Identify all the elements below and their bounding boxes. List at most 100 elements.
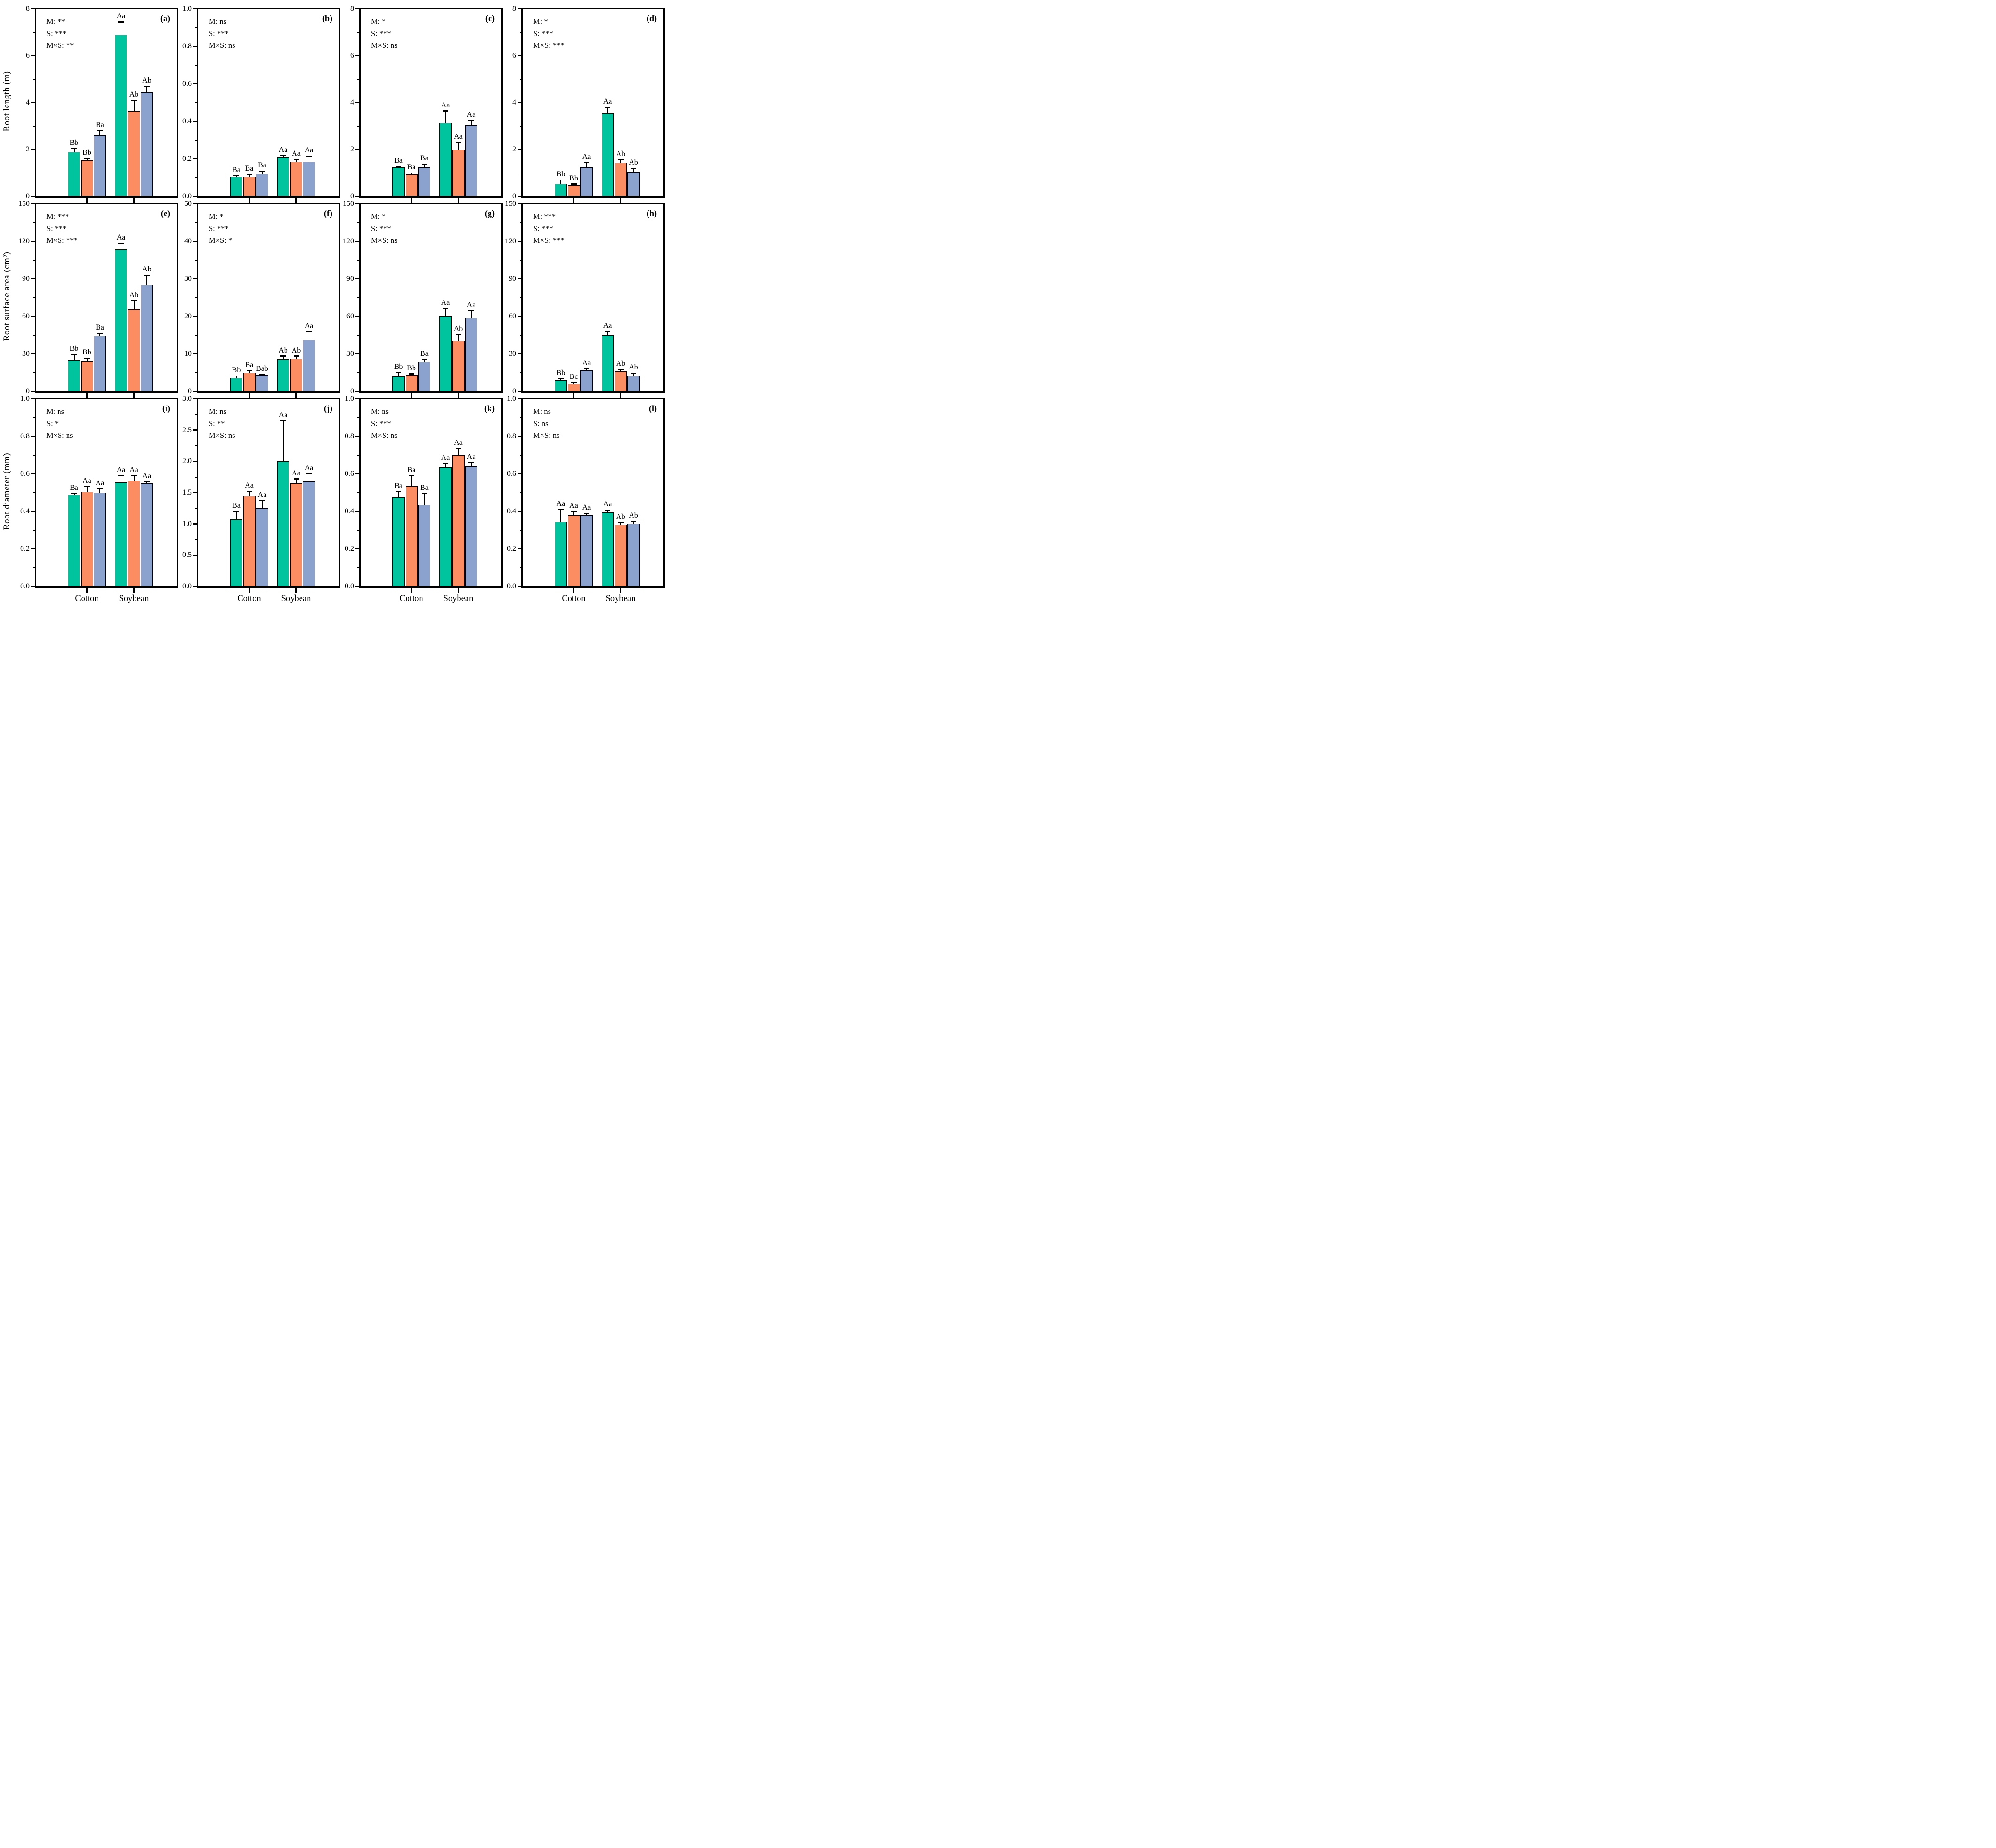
y-minor-tick: [520, 455, 521, 456]
figure-row: Root surface area (cm²) 0 30 60 90 120 150 Bb Bb…: [2, 200, 673, 398]
significance-letter: Bab: [256, 364, 268, 373]
x-group-tick: [133, 588, 135, 593]
y-minor-tick: [357, 455, 359, 456]
significance-letter: Aa: [292, 469, 301, 477]
error-bar-cap: [71, 353, 77, 355]
x-category-label: Cotton: [562, 594, 586, 603]
anova-stats-line: M×S: ns: [533, 431, 560, 440]
y-minor-tick: [520, 126, 521, 127]
y-minor-tick: [33, 126, 35, 127]
bar-cotton-0: [230, 177, 242, 196]
y-major-tick: [193, 240, 197, 242]
error-bar-stem: [146, 275, 147, 285]
panel-f: 0 10 20 30 40 50 Bb Ba Bab Ab Ab Aa M: * S: *** M×S: *…: [178, 200, 340, 398]
error-bar-stem: [99, 333, 100, 336]
error-bar-stem: [283, 421, 284, 462]
significance-letter: Bc: [569, 373, 578, 381]
y-axis-gutter: [178, 8, 197, 198]
y-tick-label: 30: [22, 350, 30, 358]
panel-letter: (k): [484, 404, 495, 413]
y-tick-label: 0.4: [507, 507, 516, 515]
y-tick-label: 0.6: [507, 470, 516, 478]
error-bar-cap: [443, 463, 448, 464]
y-major-tick: [355, 436, 359, 437]
error-bar-stem: [133, 100, 135, 111]
panel-letter: (i): [162, 404, 170, 413]
significance-letter: Aa: [454, 133, 463, 141]
bar-cotton-1: [81, 492, 93, 586]
y-major-tick: [193, 398, 197, 400]
error-bar-stem: [560, 180, 561, 184]
y-minor-tick: [33, 455, 35, 456]
y-major-tick: [193, 120, 197, 122]
y-major-tick: [193, 8, 197, 10]
y-tick-label: 6: [26, 52, 30, 60]
bar-cotton-2: [418, 362, 430, 391]
anova-stats-line: M×S: ns: [209, 41, 235, 50]
x-group-tick: [86, 588, 88, 593]
anova-stats-line: S: ***: [371, 29, 391, 38]
significance-letter: Ba: [394, 157, 403, 165]
y-tick-label: 0.8: [507, 432, 516, 440]
bar-cotton-2: [94, 336, 106, 391]
significance-letter: Aa: [603, 322, 612, 330]
y-minor-tick: [195, 297, 197, 298]
significance-letter: Aa: [603, 500, 612, 509]
anova-stats: M: * S: *** M×S: ns: [371, 15, 398, 52]
error-bar-cap: [259, 170, 265, 172]
bar-soybean-2: [627, 376, 640, 391]
bar-cotton-1: [567, 384, 580, 391]
bar-soybean-0: [602, 113, 614, 196]
error-bar-stem: [586, 162, 587, 167]
x-group-tick: [133, 198, 135, 203]
anova-stats-line: S: ***: [533, 224, 553, 233]
error-bar-cap: [605, 106, 610, 108]
y-major-tick: [355, 149, 359, 150]
y-major-tick: [518, 55, 521, 57]
error-bar-stem: [471, 463, 472, 466]
y-minor-tick: [33, 335, 35, 336]
y-major-tick: [193, 83, 197, 85]
y-axis-title: Root surface area (cm²): [2, 251, 12, 341]
y-axis-gutter: [340, 203, 359, 393]
significance-letter: Ba: [245, 165, 254, 173]
significance-letter: Aa: [129, 466, 138, 474]
y-major-tick: [31, 102, 35, 104]
error-bar-cap: [408, 373, 414, 375]
y-minor-tick: [195, 102, 197, 103]
error-bar-stem: [74, 148, 75, 152]
significance-letter: Ab: [629, 363, 638, 372]
y-tick-label: 150: [505, 200, 516, 208]
anova-stats-line: M×S: ***: [533, 236, 565, 245]
x-category-label: Soybean: [605, 594, 636, 603]
error-bar-cap: [84, 357, 90, 359]
anova-stats-line: S: ***: [46, 29, 67, 38]
bar-soybean-2: [141, 285, 153, 391]
y-minor-tick: [357, 32, 359, 33]
y-major-tick: [355, 55, 359, 57]
significance-letter: Aa: [582, 359, 591, 367]
bar-cotton-2: [256, 375, 268, 391]
error-bar-cap: [422, 359, 427, 360]
y-minor-tick: [195, 372, 197, 373]
y-minor-tick: [357, 126, 359, 127]
y-major-tick: [193, 278, 197, 280]
significance-letter: Aa: [441, 454, 450, 462]
y-tick-label: 0.4: [182, 117, 192, 125]
significance-letter: Ab: [629, 158, 638, 166]
y-minor-tick: [33, 492, 35, 493]
y-tick-label: 4: [512, 98, 516, 106]
significance-letter: Aa: [245, 481, 254, 490]
error-bar-stem: [411, 374, 412, 376]
error-bar-stem: [445, 308, 446, 316]
y-axis-gutter: [503, 398, 521, 588]
anova-stats: M: * S: *** M×S: ns: [371, 210, 398, 247]
error-bar-cap: [306, 473, 312, 474]
y-minor-tick: [520, 530, 521, 531]
bar-cotton-1: [567, 515, 580, 586]
y-tick-label: 60: [509, 312, 516, 320]
bar-soybean-0: [602, 335, 614, 391]
y-major-tick: [31, 391, 35, 392]
x-category-label: Soybean: [119, 594, 149, 603]
bar-cotton-0: [392, 167, 405, 196]
